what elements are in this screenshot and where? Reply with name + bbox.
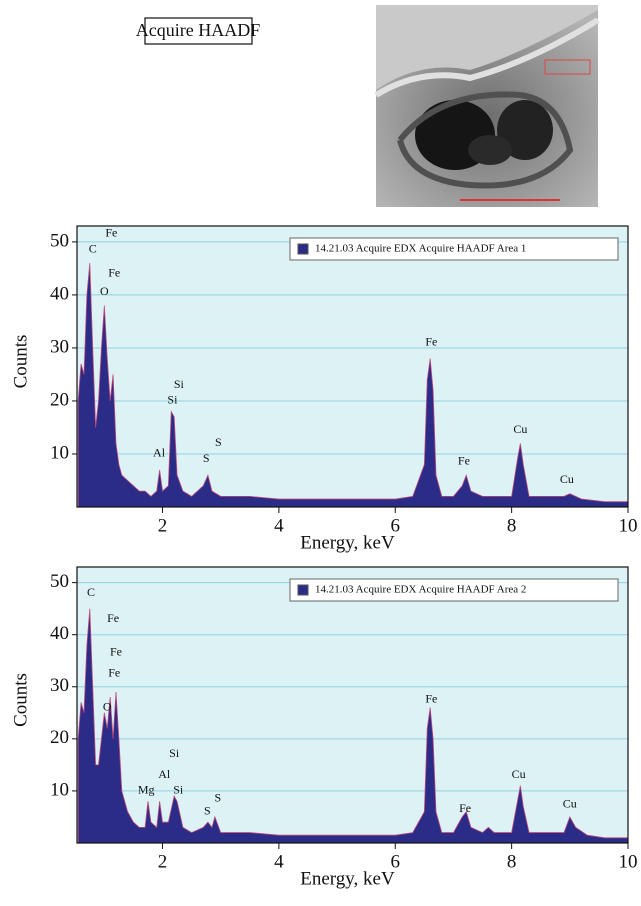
legend-label: 14.21.03 Acquire EDX Acquire HAADF Area … [315, 243, 526, 255]
spectrum-area [77, 263, 629, 508]
x-tick-label: 4 [274, 515, 284, 536]
x-tick-label: 8 [507, 515, 517, 536]
x-tick-label: 6 [391, 851, 401, 872]
peak-label: Cu [513, 422, 527, 436]
peak-label: S [204, 804, 211, 818]
peak-label: C [89, 242, 97, 256]
x-axis-label: Energy, keV [300, 532, 395, 553]
x-tick-label: 6 [391, 515, 401, 536]
peak-label: Cu [563, 797, 577, 811]
label-box [144, 17, 253, 45]
peak-label: C [87, 585, 95, 599]
y-tick-label: 10 [50, 442, 69, 463]
legend-label: 14.21.03 Acquire EDX Acquire HAADF Area … [315, 584, 526, 596]
peak-label: S [214, 790, 221, 804]
peak-label: O [100, 284, 109, 298]
plot-background [77, 567, 628, 843]
spectrum-area [77, 608, 629, 844]
y-tick-label: 10 [50, 779, 69, 800]
y-tick-label: 50 [50, 571, 69, 592]
peak-label: Fe [425, 334, 437, 348]
y-tick-label: 30 [50, 336, 69, 357]
y-tick-label: 30 [50, 675, 69, 696]
peak-label: Si [174, 377, 185, 391]
x-tick-label: 10 [619, 515, 638, 536]
plot-frame [76, 225, 629, 508]
peak-label: Si [169, 746, 180, 760]
y-axis-label: Counts [10, 673, 31, 727]
peak-label: Si [173, 783, 184, 797]
x-axis-label: Energy, keV [300, 868, 395, 889]
x-tick-label: 2 [158, 515, 168, 536]
peak-label: Fe [108, 666, 120, 680]
y-axis-label: Counts [10, 335, 31, 389]
tem-image [374, 5, 600, 207]
peak-label: Fe [107, 611, 119, 625]
legend-box [289, 578, 619, 602]
peak-label: Mg [138, 783, 155, 797]
y-tick-label: 20 [50, 727, 69, 748]
peak-label: Al [153, 446, 166, 460]
x-tick-label: 2 [158, 851, 168, 872]
x-tick-label: 4 [274, 851, 284, 872]
peak-label: O [103, 699, 112, 713]
peak-label: Fe [459, 801, 471, 815]
y-tick-label: 50 [50, 230, 69, 251]
plot-frame [76, 566, 629, 844]
peak-label: Fe [425, 692, 437, 706]
legend-box [289, 237, 619, 261]
header-label: Acquire HAADF [136, 20, 260, 40]
legend-swatch [297, 243, 309, 255]
legend-swatch [297, 584, 309, 596]
x-tick-label: 10 [619, 851, 638, 872]
y-tick-label: 20 [50, 389, 69, 410]
peak-label: Fe [110, 645, 122, 659]
peak-label: Fe [458, 454, 470, 468]
peak-label: S [203, 451, 210, 465]
peak-label: Al [158, 767, 171, 781]
y-tick-label: 40 [50, 283, 69, 304]
peak-label: Si [167, 393, 178, 407]
peak-label: Fe [105, 226, 117, 240]
x-tick-label: 8 [507, 851, 517, 872]
y-tick-label: 40 [50, 623, 69, 644]
peak-label: Cu [512, 767, 526, 781]
peak-label: Fe [108, 265, 120, 279]
plot-background [77, 226, 628, 507]
peak-label: Cu [560, 472, 574, 486]
peak-label: S [215, 435, 222, 449]
